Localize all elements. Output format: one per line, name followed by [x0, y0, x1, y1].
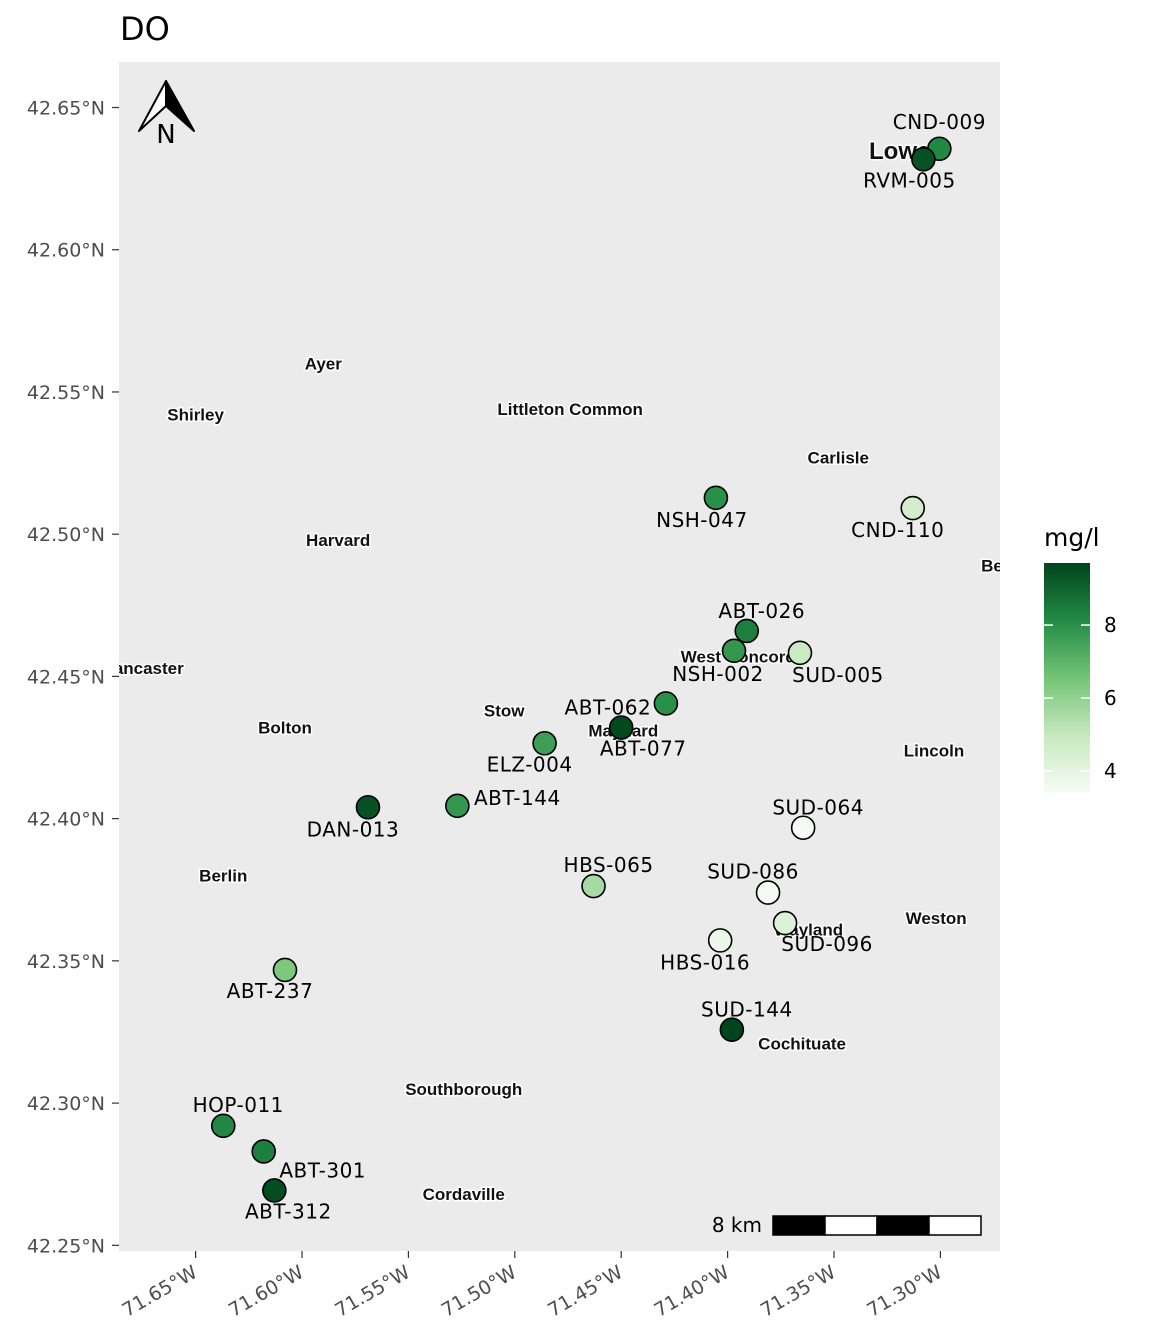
- site-marker: [719, 1017, 745, 1042]
- site-marker: [755, 880, 781, 905]
- site-label: DAN-013: [307, 817, 400, 841]
- lat-tick-label: 42.50°N: [27, 524, 105, 546]
- town-label: Ayer: [305, 355, 343, 374]
- lat-tick-label: 42.65°N: [27, 98, 105, 120]
- site-label: ABT-026: [718, 599, 805, 623]
- site-label: CND-110: [851, 518, 944, 542]
- lat-tick-label: 42.55°N: [27, 382, 105, 404]
- town-label: Harvard: [306, 531, 370, 550]
- town-label: Cordaville: [423, 1185, 505, 1204]
- site-label: ELZ-004: [487, 752, 573, 776]
- site-marker: [355, 794, 381, 820]
- latitude-axis: 42.25°N 42.30°N 42.35°N 42.40°N 42.45°N 42.50…: [27, 98, 119, 1257]
- site-marker: [790, 815, 816, 841]
- town-label: Carlisle: [808, 448, 869, 467]
- north-arrow-label: N: [156, 120, 175, 150]
- town-label: Berlin: [199, 867, 247, 886]
- lon-tick-label: 71.50°W: [438, 1261, 521, 1321]
- lat-tick-label: 42.30°N: [27, 1093, 105, 1115]
- lon-tick-label: 71.45°W: [544, 1261, 627, 1321]
- site-marker: [532, 730, 557, 756]
- lon-tick-label: 71.60°W: [225, 1261, 308, 1321]
- site-label: SUD-086: [707, 860, 799, 884]
- legend-colorbar: [1044, 563, 1090, 793]
- town-label: Weston: [906, 909, 967, 928]
- site-label: ABT-077: [600, 737, 687, 761]
- site-label: HOP-011: [193, 1093, 284, 1117]
- site-label: SUD-144: [701, 998, 793, 1022]
- site-marker: [272, 957, 298, 983]
- lat-tick-label: 42.60°N: [27, 240, 105, 262]
- site-marker: [911, 146, 936, 172]
- town-label: Bolton: [258, 719, 312, 738]
- town-label: Shirley: [167, 406, 224, 425]
- site-label: SUD-005: [792, 663, 884, 687]
- lat-tick-label: 42.40°N: [27, 809, 105, 831]
- site-marker: [251, 1139, 277, 1164]
- color-legend: mg/l 4 6 8: [1044, 523, 1117, 793]
- legend-tick-label: 8: [1104, 613, 1117, 637]
- site-label: ABT-312: [245, 1199, 332, 1223]
- site-label: SUD-096: [781, 932, 873, 956]
- town-label: Bedf: [981, 556, 1019, 575]
- lon-tick-label: 71.65°W: [118, 1261, 201, 1321]
- lat-tick-label: 42.35°N: [27, 951, 105, 973]
- site-label: ABT-062: [565, 695, 652, 719]
- site-marker: [608, 715, 634, 740]
- site-label: NSH-047: [656, 508, 748, 532]
- lon-tick-label: 71.40°W: [651, 1261, 734, 1321]
- site-label: NSH-002: [672, 662, 764, 686]
- site-marker: [787, 640, 813, 666]
- legend-tick-label: 6: [1104, 686, 1117, 710]
- site-marker: [262, 1178, 287, 1203]
- site-label: HBS-065: [564, 853, 654, 877]
- north-arrow-icon: N: [138, 80, 195, 150]
- legend-title: mg/l: [1044, 523, 1100, 552]
- monitoring-sites: [210, 136, 952, 1203]
- lat-tick-label: 42.25°N: [27, 1235, 105, 1257]
- town-label: Stow: [484, 702, 525, 721]
- map-panel: [119, 62, 1000, 1251]
- site-marker: [734, 618, 760, 644]
- site-marker: [653, 691, 679, 716]
- town-label: Littleton Common: [497, 400, 642, 419]
- lon-tick-label: 71.30°W: [863, 1261, 946, 1321]
- site-marker: [707, 928, 733, 953]
- lon-tick-label: 71.55°W: [331, 1261, 414, 1321]
- town-label: Cochituate: [758, 1034, 846, 1053]
- site-marker: [721, 638, 747, 664]
- site-label: SUD-064: [772, 796, 864, 820]
- site-label: CND-009: [893, 110, 986, 134]
- lon-tick-label: 71.35°W: [757, 1261, 840, 1321]
- scale-bar: 8 km: [712, 1213, 982, 1237]
- site-labels: CND-009 RVM-005 NSH-047 CND-110 ABT-026 NSH-0…: [193, 110, 986, 1224]
- legend-tick-label: 4: [1104, 759, 1117, 783]
- town-label: Southborough: [405, 1080, 522, 1099]
- site-marker: [772, 910, 798, 936]
- town-label: ancaster: [114, 659, 184, 678]
- map-title: DO: [120, 10, 170, 48]
- site-marker: [581, 873, 606, 899]
- site-label: ABT-144: [474, 786, 561, 810]
- lat-tick-label: 42.45°N: [27, 666, 105, 688]
- site-marker: [703, 485, 729, 511]
- site-label: ABT-237: [227, 979, 314, 1003]
- town-labels: Ayer Shirley Littleton Common Carlisle Harva…: [114, 137, 1019, 1206]
- longitude-axis: 71.65°W 71.60°W 71.55°W 71.50°W 71.45°W 71.40…: [118, 1251, 946, 1322]
- town-label: Lincoln: [904, 741, 964, 760]
- site-marker: [210, 1113, 236, 1139]
- site-marker: [445, 793, 470, 819]
- site-label: ABT-301: [279, 1158, 366, 1182]
- site-label: RVM-005: [863, 168, 956, 192]
- scale-bar-label: 8 km: [712, 1213, 762, 1237]
- site-marker: [900, 495, 926, 521]
- site-label: HBS-016: [660, 950, 750, 974]
